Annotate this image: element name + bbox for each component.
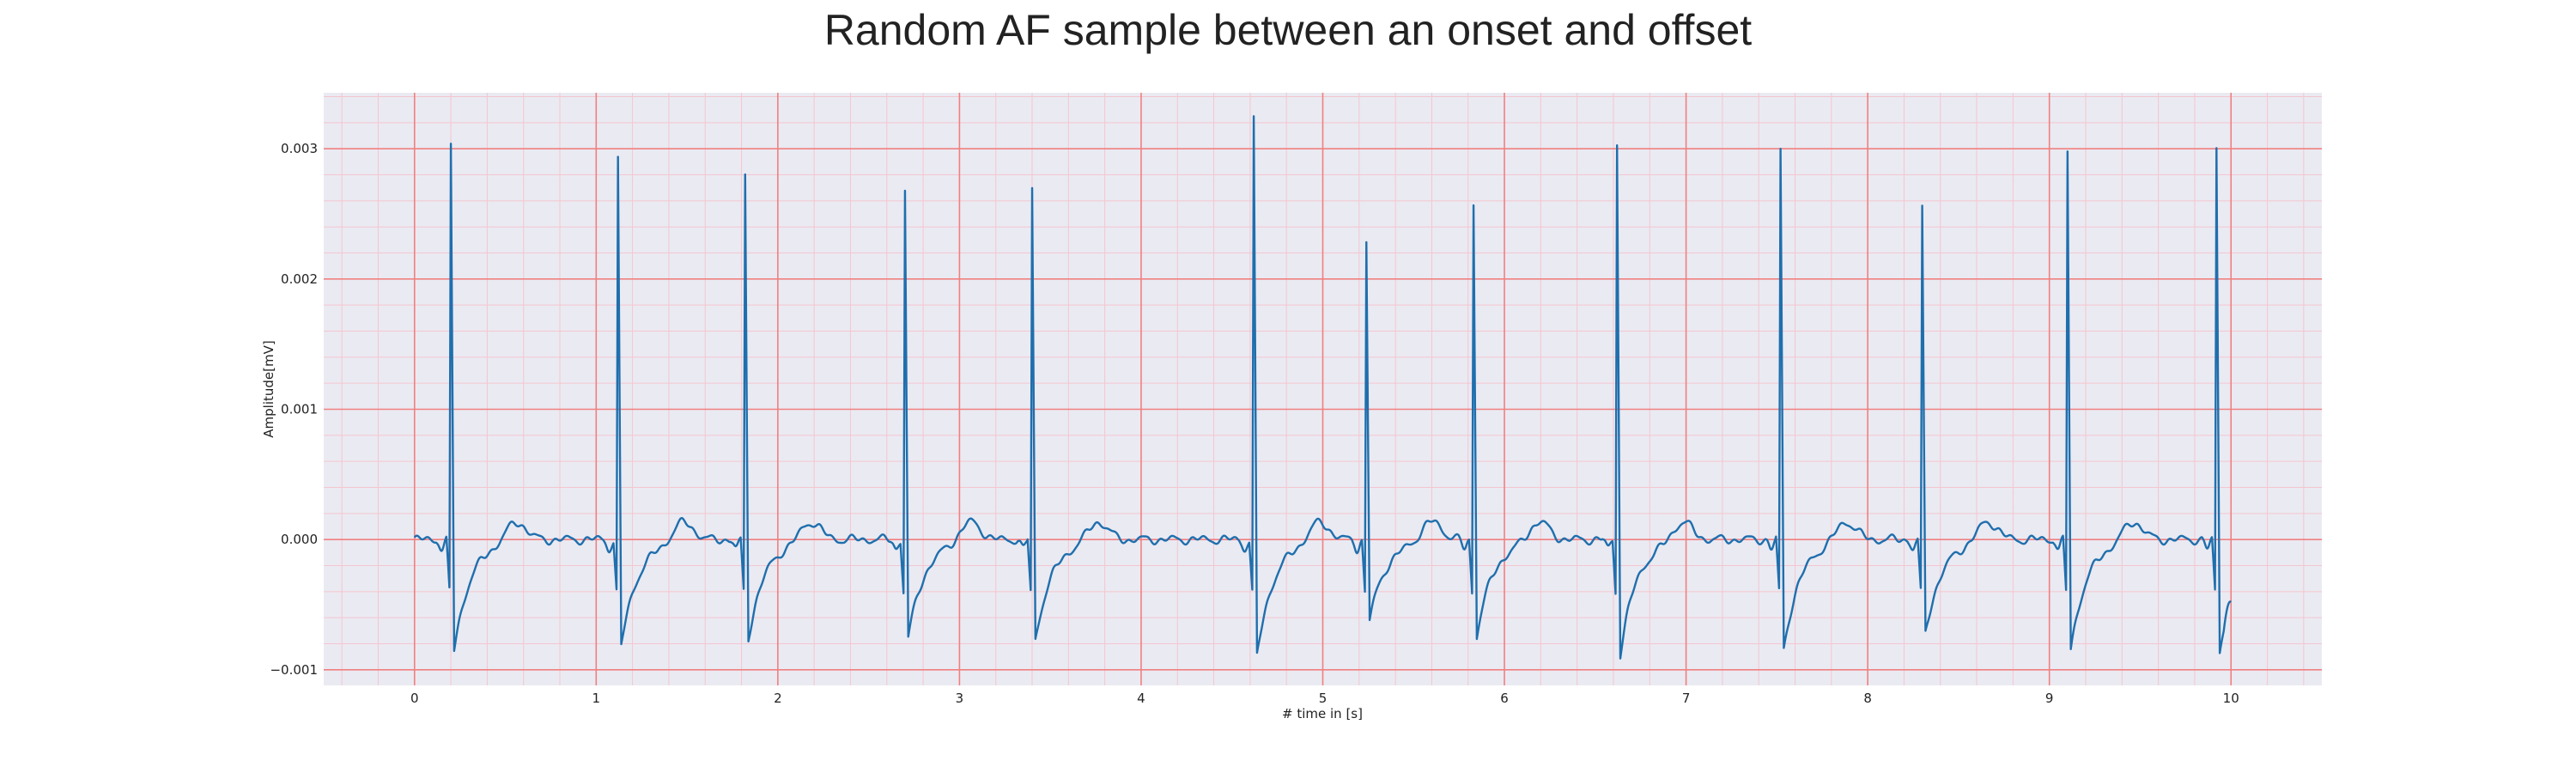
x-tick-label: 8 (1863, 691, 1872, 706)
x-tick-label: 1 (592, 691, 601, 706)
x-tick-label: 0 (410, 691, 419, 706)
major-grid (324, 93, 2322, 685)
y-tick-label: 0.000 (281, 532, 318, 547)
x-tick-label: 5 (1319, 691, 1327, 706)
x-axis-label: # time in [s] (1282, 706, 1363, 721)
x-tick-label: 9 (2045, 691, 2054, 706)
x-tick-label: 6 (1500, 691, 1509, 706)
x-tick-label: 3 (956, 691, 964, 706)
x-axis-ticks: 0 1 2 3 4 5 6 7 8 9 10 (410, 691, 2239, 706)
chart-title: Random AF sample between an onset and of… (824, 6, 1752, 54)
y-tick-label: −0.001 (270, 662, 318, 678)
y-tick-label: 0.003 (281, 141, 318, 156)
x-tick-label: 2 (774, 691, 782, 706)
y-tick-label: 0.001 (281, 402, 318, 417)
y-axis-ticks: −0.001 0.000 0.001 0.002 0.003 (270, 141, 318, 678)
series-line-ecg (413, 115, 2232, 660)
y-tick-label: 0.002 (281, 271, 318, 287)
x-tick-label: 4 (1137, 691, 1145, 706)
y-axis-label: Amplitude[mV] (261, 340, 276, 437)
x-tick-label: 10 (2223, 691, 2239, 706)
x-tick-label: 7 (1682, 691, 1691, 706)
